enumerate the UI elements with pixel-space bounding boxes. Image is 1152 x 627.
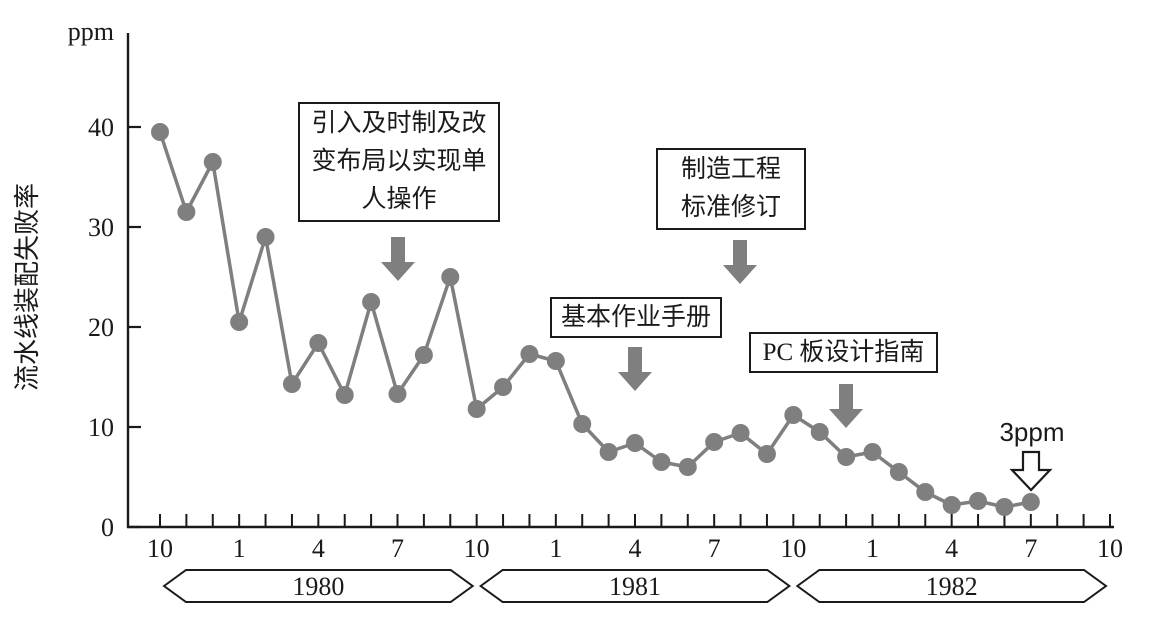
y-tick-label: 40 xyxy=(88,113,114,142)
data-point xyxy=(362,293,381,311)
year-band xyxy=(795,569,1108,603)
data-point xyxy=(256,228,275,246)
down-arrow-icon-basic-manual xyxy=(618,347,652,391)
x-axis-ticks: 10 1 4 7 10 1 4 7 10 1 4 7 10 xyxy=(147,514,1123,563)
x-tick-label: 10 xyxy=(147,534,173,563)
data-point xyxy=(520,345,539,363)
data-point xyxy=(810,423,829,441)
annotation-text: PC 板设计指南 xyxy=(762,338,925,366)
x-tick-label: 7 xyxy=(391,534,404,563)
data-point xyxy=(388,385,407,403)
year-band-label: 1980 xyxy=(292,572,344,601)
year-band xyxy=(478,569,792,603)
annotation-text: 制造工程 xyxy=(680,156,781,183)
x-tick-label: 7 xyxy=(1024,534,1037,563)
x-tick-label: 4 xyxy=(629,534,642,563)
data-point xyxy=(573,415,592,433)
annotation-text: 引入及时制及改 xyxy=(311,110,487,137)
down-arrow-icon-mfg-std xyxy=(723,240,757,284)
data-point xyxy=(335,386,354,404)
data-point xyxy=(1021,493,1040,511)
annotation-box-basic-manual: 基本作业手册 xyxy=(550,297,722,338)
data-point xyxy=(863,443,882,461)
y-tick-label: 30 xyxy=(88,213,114,242)
data-point xyxy=(784,406,803,424)
down-arrow-outline-icon-3ppm xyxy=(1009,450,1053,492)
annotation-text: 变布局以实现单 xyxy=(311,148,487,175)
annotation-arrows xyxy=(381,237,1053,492)
data-point xyxy=(995,498,1014,516)
year-band xyxy=(162,569,475,603)
data-point xyxy=(599,443,618,461)
x-tick-label: 1 xyxy=(233,534,246,563)
data-point xyxy=(494,378,513,396)
year-band-label: 1982 xyxy=(926,572,978,601)
annotation-3ppm-label: 3ppm xyxy=(999,417,1065,447)
x-tick-label: 10 xyxy=(464,534,490,563)
data-point xyxy=(626,434,645,452)
year-band-label: 1981 xyxy=(609,572,661,601)
annotation-text: 基本作业手册 xyxy=(560,303,711,331)
data-point xyxy=(230,313,249,331)
data-point xyxy=(546,352,565,370)
x-tick-label: 10 xyxy=(1097,534,1123,563)
data-point xyxy=(916,483,935,501)
annotation-box-mfg-std: 制造工程 标准修订 xyxy=(656,148,806,230)
data-point xyxy=(467,400,486,418)
y-tick-label: 10 xyxy=(88,413,114,442)
data-point xyxy=(414,346,433,364)
data-point xyxy=(969,492,988,510)
data-point xyxy=(177,203,196,221)
annotation-box-pcb-guide: PC 板设计指南 xyxy=(749,332,938,373)
year-bands: 1980 1981 1982 xyxy=(162,569,1108,603)
y-axis-unit-label: ppm xyxy=(68,17,114,46)
annotation-text: 标准修订 xyxy=(680,194,781,221)
data-point xyxy=(731,424,750,442)
down-arrow-icon-jit xyxy=(381,237,415,281)
data-series xyxy=(151,123,1040,516)
x-tick-label: 4 xyxy=(312,534,325,563)
data-point xyxy=(678,458,697,476)
x-tick-label: 10 xyxy=(780,534,806,563)
y-axis-title: 流水线装配失败率 xyxy=(13,183,42,391)
annotation-text: 人操作 xyxy=(361,186,437,213)
x-tick-label: 1 xyxy=(549,534,562,563)
down-arrow-icon-pcb-guide xyxy=(829,384,863,428)
data-point xyxy=(757,445,776,463)
data-point xyxy=(837,448,856,466)
data-point xyxy=(282,375,301,393)
data-point xyxy=(441,268,460,286)
data-point xyxy=(309,334,328,352)
y-tick-label: 0 xyxy=(101,513,114,542)
data-point xyxy=(705,433,724,451)
data-point xyxy=(151,123,169,141)
data-point xyxy=(942,496,961,514)
x-tick-label: 1 xyxy=(866,534,879,563)
series-line xyxy=(158,131,1032,509)
annotation-box-jit: 引入及时制及改 变布局以实现单 人操作 xyxy=(298,102,500,222)
x-tick-label: 7 xyxy=(708,534,721,563)
y-axis-ticks: 0 10 20 30 40 xyxy=(88,113,141,542)
x-tick-label: 4 xyxy=(945,534,958,563)
data-point xyxy=(889,463,908,481)
data-point xyxy=(652,453,671,471)
data-point xyxy=(203,153,222,171)
y-tick-label: 20 xyxy=(88,313,114,342)
